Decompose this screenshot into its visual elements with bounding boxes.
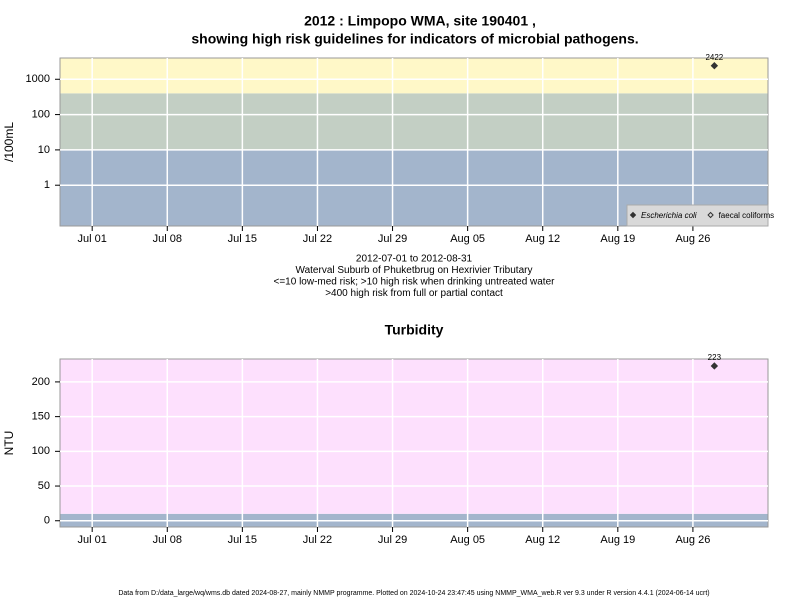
note: 2012-07-01 to 2012-08-31 bbox=[356, 254, 473, 265]
y-tick-label: 150 bbox=[32, 411, 50, 423]
legend-label: faecal coliforms bbox=[719, 211, 775, 220]
legend-marker bbox=[707, 211, 714, 219]
data-label: 2422 bbox=[705, 53, 723, 62]
note: >400 high risk from full or partial cont… bbox=[325, 288, 503, 299]
x-tick-label: Jul 08 bbox=[153, 233, 182, 245]
x-tick-label: Jul 01 bbox=[78, 534, 107, 546]
y-tick-label: 1000 bbox=[26, 73, 50, 85]
guideline-band bbox=[60, 359, 768, 514]
data-label: 223 bbox=[708, 353, 722, 362]
y-tick-label: 100 bbox=[32, 108, 50, 120]
y-axis-label: /100mL bbox=[2, 122, 16, 162]
note: Waterval Suburb of Phuketbrug on Hexrivi… bbox=[296, 265, 533, 276]
y-tick-label: 1 bbox=[44, 179, 50, 191]
legend-label: Escherichia coli bbox=[641, 211, 697, 220]
x-tick-label: Jul 29 bbox=[378, 233, 407, 245]
x-tick-label: Aug 12 bbox=[525, 233, 560, 245]
x-tick-label: Aug 19 bbox=[600, 233, 635, 245]
note: <=10 low-med risk; >10 high risk when dr… bbox=[274, 277, 556, 288]
x-tick-label: Aug 26 bbox=[675, 233, 710, 245]
data-point bbox=[710, 362, 719, 370]
x-tick-label: Jul 01 bbox=[78, 233, 107, 245]
x-tick-label: Aug 26 bbox=[675, 534, 710, 546]
x-tick-label: Jul 15 bbox=[228, 534, 257, 546]
y-axis-label: NTU bbox=[2, 431, 16, 456]
plot-border bbox=[59, 57, 769, 227]
x-tick-label: Jul 08 bbox=[153, 534, 182, 546]
y-tick-label: 10 bbox=[38, 144, 50, 156]
y-tick-label: 0 bbox=[44, 515, 50, 527]
y-tick-label: 200 bbox=[32, 376, 50, 388]
y-tick-label: 50 bbox=[38, 480, 50, 492]
chart-subtitle: showing high risk guidelines for indicat… bbox=[191, 31, 638, 47]
x-tick-label: Aug 12 bbox=[525, 534, 560, 546]
guideline-band bbox=[60, 58, 768, 94]
x-tick-label: Aug 05 bbox=[450, 233, 485, 245]
x-tick-label: Aug 05 bbox=[450, 534, 485, 546]
x-tick-label: Jul 15 bbox=[228, 233, 257, 245]
data-point bbox=[710, 61, 719, 70]
legend-marker bbox=[629, 211, 637, 219]
chart-title: Turbidity bbox=[385, 322, 444, 338]
guideline-band bbox=[60, 93, 768, 150]
x-tick-label: Jul 22 bbox=[303, 534, 332, 546]
chart-title: 2012 : Limpopo WMA, site 190401 , bbox=[304, 13, 536, 29]
x-tick-label: Aug 19 bbox=[600, 534, 635, 546]
x-tick-label: Jul 22 bbox=[303, 233, 332, 245]
plot-border bbox=[59, 358, 769, 528]
x-tick-label: Jul 29 bbox=[378, 534, 407, 546]
y-tick-label: 100 bbox=[32, 445, 50, 457]
legend-box bbox=[626, 204, 769, 227]
footer: Data from D:/data_large/wq/wms.db dated … bbox=[118, 590, 709, 597]
